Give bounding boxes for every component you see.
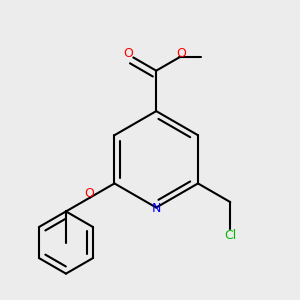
Text: Cl: Cl <box>224 229 236 242</box>
Text: N: N <box>152 202 161 215</box>
Text: O: O <box>84 187 94 200</box>
Text: O: O <box>176 47 186 60</box>
Text: O: O <box>123 47 133 60</box>
